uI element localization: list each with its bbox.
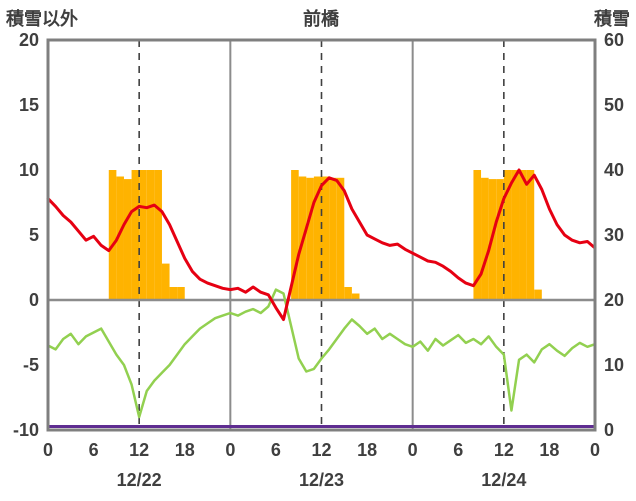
sunshine-bar [161, 263, 170, 300]
hour-tick-label: 0 [225, 440, 235, 460]
date-labels: 12/22 12/23 12/24 [117, 470, 527, 490]
date-label: 12/24 [481, 470, 526, 490]
hour-tick-label: 18 [175, 440, 195, 460]
right-tick-label: 0 [604, 420, 614, 440]
sunshine-bar [534, 289, 542, 300]
sunshine-bar [503, 170, 512, 300]
left-axis-ticks: 20 15 10 5 0 -5 -10 [13, 30, 39, 440]
right-tick-label: 30 [604, 225, 624, 245]
left-tick-label: 10 [19, 160, 39, 180]
right-tick-label: 50 [604, 95, 624, 115]
left-axis-title: 積雪以外 [5, 8, 78, 29]
sunshine-bar [321, 176, 330, 300]
hour-tick-label: 12 [494, 440, 514, 460]
hour-tick-label: 6 [453, 440, 463, 460]
left-tick-label: 5 [29, 225, 39, 245]
left-tick-label: 0 [29, 290, 39, 310]
temperature-line [46, 168, 597, 321]
hour-tick-label: 12 [129, 440, 149, 460]
sunshine-bar [351, 293, 360, 300]
hour-tick-label: 6 [271, 440, 281, 460]
sunshine-bar [108, 170, 117, 300]
sunshine-bar [169, 287, 178, 300]
date-label: 12/22 [117, 470, 162, 490]
sunshine-bar [116, 176, 124, 300]
hour-tick-label: 0 [408, 440, 418, 460]
sunshine-bar [481, 177, 489, 300]
left-tick-label: -5 [23, 355, 39, 375]
left-tick-label: 15 [19, 95, 39, 115]
hour-tick-label: 0 [43, 440, 53, 460]
hour-tick-label: 18 [539, 440, 559, 460]
plot-border [46, 38, 597, 432]
gridlines [48, 40, 595, 430]
sunshine-bar [131, 170, 140, 300]
sunshine-bar [146, 170, 155, 300]
sunshine-bar [329, 177, 337, 300]
sunshine-bar [154, 170, 162, 300]
hour-tick-label: 18 [357, 440, 377, 460]
sunshine-bar [291, 170, 299, 300]
green-line [46, 288, 597, 419]
hour-tick-label: 12 [311, 440, 331, 460]
sunshine-bar [519, 170, 527, 300]
left-tick-label: 20 [19, 30, 39, 50]
right-tick-label: 60 [604, 30, 624, 50]
left-tick-label: -10 [13, 420, 39, 440]
date-label: 12/23 [299, 470, 344, 490]
sunshine-bar [139, 170, 147, 300]
right-tick-label: 10 [604, 355, 624, 375]
sunshine-bar [511, 170, 520, 300]
right-tick-label: 40 [604, 160, 624, 180]
right-axis-title: 積雪 [593, 8, 630, 29]
sunshine-bars [108, 170, 542, 300]
hour-tick-label: 0 [590, 440, 600, 460]
border-rect [46, 38, 597, 432]
sunshine-bar [313, 176, 322, 300]
chart-title: 前橋 [303, 8, 340, 29]
sunshine-bar [177, 287, 185, 300]
sunshine-bar [336, 177, 345, 300]
hour-tick-label: 6 [89, 440, 99, 460]
line-series [46, 168, 597, 428]
right-axis-ticks: 60 50 40 30 20 10 0 [604, 30, 624, 440]
sunshine-bar [473, 170, 482, 300]
sunshine-bar [123, 179, 132, 300]
sunshine-bar [306, 177, 314, 300]
x-axis-ticks: 0 6 12 18 0 6 12 18 0 6 12 18 0 [43, 440, 600, 460]
right-tick-label: 20 [604, 290, 624, 310]
sunshine-bar [344, 287, 352, 300]
sunshine-bar [496, 179, 504, 300]
sunshine-bar [526, 170, 535, 300]
